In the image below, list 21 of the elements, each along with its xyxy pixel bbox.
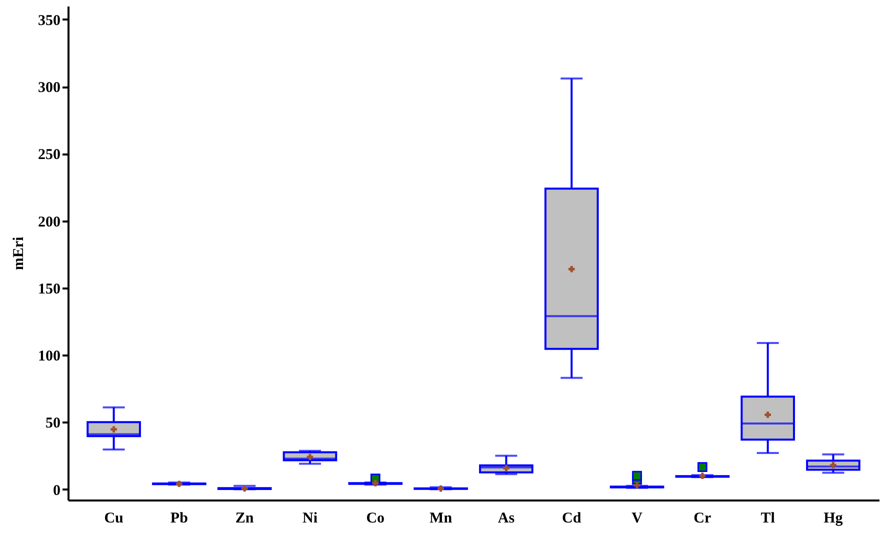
y-tick-label: 100	[38, 348, 60, 365]
x-tick-label: Cu	[104, 510, 124, 526]
y-tick-label: 300	[38, 80, 60, 96]
x-tick-label: Cd	[562, 510, 582, 526]
y-tick-label: 150	[38, 281, 60, 298]
y-tick-label: 50	[46, 416, 60, 432]
x-tick-label: Hg	[824, 510, 844, 526]
y-tick-label: 0	[53, 482, 60, 499]
x-tick-label: As	[498, 510, 515, 526]
x-tick-label: Zn	[235, 510, 254, 526]
x-tick-label: Mn	[430, 510, 453, 526]
y-axis-title: mEri	[11, 236, 27, 270]
x-tick-label: Pb	[170, 510, 188, 526]
y-tick-label: 350	[38, 12, 60, 29]
x-tick-label: Co	[366, 510, 385, 526]
y-tick-label: 200	[38, 214, 60, 230]
y-tick-label: 250	[38, 147, 60, 164]
x-tick-label: Tl	[760, 510, 775, 526]
x-tick-label: V	[632, 510, 643, 526]
x-tick-label: Cr	[694, 510, 712, 526]
x-tick-label: Ni	[302, 510, 318, 526]
